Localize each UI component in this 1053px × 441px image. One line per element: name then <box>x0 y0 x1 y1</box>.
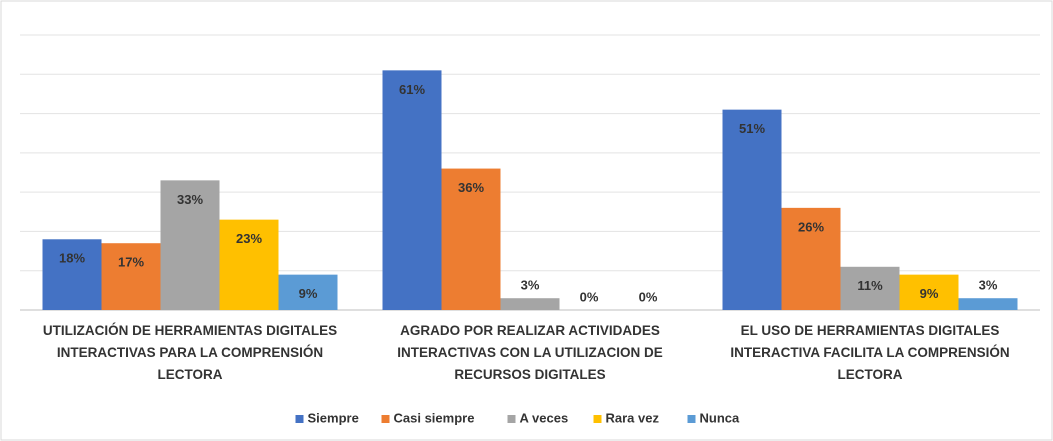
bar <box>781 207 841 310</box>
legend-swatch <box>295 415 304 423</box>
data-label: 9% <box>299 286 318 301</box>
bar <box>42 239 102 310</box>
bar <box>160 180 220 310</box>
legend-swatch <box>507 415 516 423</box>
bar <box>500 298 560 310</box>
data-label: 23% <box>236 231 262 246</box>
data-label: 36% <box>458 180 484 195</box>
data-label: 51% <box>739 121 765 136</box>
data-label: 3% <box>979 278 998 293</box>
legend-swatch <box>593 415 602 423</box>
data-label: 11% <box>857 278 883 293</box>
legend-swatch <box>687 415 696 423</box>
bar <box>441 168 501 310</box>
data-label: 9% <box>920 286 939 301</box>
bar <box>278 274 338 310</box>
data-label: 17% <box>118 255 144 270</box>
bar <box>101 243 161 310</box>
bar <box>958 298 1018 310</box>
data-label: 3% <box>521 278 540 293</box>
bar <box>899 274 959 310</box>
x-tick-label: AGRADO POR REALIZAR ACTIVIDADES INTERACT… <box>397 323 663 382</box>
legend-label: Rara vez <box>606 410 660 425</box>
data-label: 18% <box>59 251 85 266</box>
data-label: 61% <box>399 82 425 97</box>
legend-label: A veces <box>520 410 569 425</box>
x-tick-label: UTILIZACIÓN DE HERRAMIENTAS DIGITALES IN… <box>42 323 338 382</box>
data-label: 0% <box>580 289 599 304</box>
bar <box>722 109 782 311</box>
data-label: 33% <box>177 192 203 207</box>
data-label: 26% <box>798 219 824 234</box>
legend-label: Casi siempre <box>394 410 475 425</box>
x-tick-label: EL USO DE HERRAMIENTAS DIGITALES INTERAC… <box>730 323 1010 382</box>
legend-label: Siempre <box>308 410 359 425</box>
bar <box>840 266 900 310</box>
data-label: 0% <box>639 289 658 304</box>
bar <box>219 219 279 310</box>
legend-label: Nunca <box>700 410 741 425</box>
legend-swatch <box>381 415 390 423</box>
bar <box>382 70 442 310</box>
